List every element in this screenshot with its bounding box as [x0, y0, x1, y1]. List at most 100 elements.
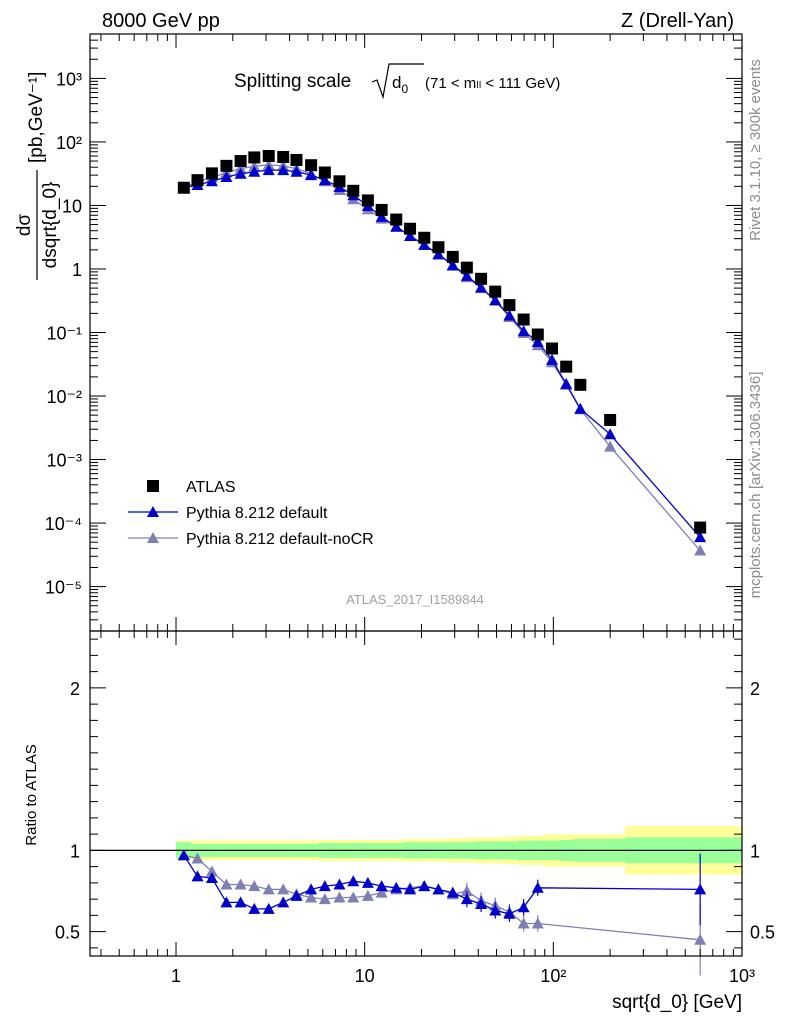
series-point-1	[560, 377, 573, 389]
ratio-point-1	[277, 883, 290, 895]
series-point-1	[531, 335, 544, 347]
atlas-data-point	[347, 184, 360, 197]
y-tick-label: 1	[72, 260, 82, 280]
series-point-1	[489, 294, 502, 306]
ratio-point-1	[191, 852, 204, 864]
legend-label-nocr: Pythia 8.212 default-noCR	[186, 531, 374, 548]
series-point-1	[305, 169, 318, 181]
series-point-1	[517, 325, 530, 337]
y-tick-label: 1	[750, 841, 760, 861]
ratio-point-1	[375, 886, 388, 898]
ratio-point-0	[234, 896, 247, 908]
atlas-data-point	[305, 159, 318, 172]
atlas-data-point	[460, 261, 473, 274]
atlas-data-point	[333, 175, 346, 188]
ratio-line-1	[183, 854, 701, 941]
atlas-data-point	[361, 194, 374, 207]
main-title: Splitting scale d0 (71 < mₗₗ < 111 GeV)	[234, 63, 560, 100]
series-point-1	[694, 531, 707, 543]
atlas-data-point	[574, 378, 587, 391]
main-x-axis	[100, 34, 743, 631]
atlas-data-point	[191, 174, 204, 187]
ratio-point-0	[460, 893, 473, 905]
sqrt-sign-icon	[371, 63, 424, 100]
legend-marker-atlas	[147, 480, 159, 492]
ratio-point-0	[517, 901, 530, 913]
ratio-point-1	[234, 878, 247, 890]
ylabel-unit: [pb,GeV⁻¹]	[26, 72, 47, 163]
ratio-point-0	[277, 896, 290, 908]
legend-label-atlas: ATLAS	[186, 479, 236, 496]
series-point-1	[375, 210, 388, 222]
ratio-point-1	[460, 885, 473, 896]
ratio-point-1	[248, 880, 261, 892]
ratio-point-0	[404, 883, 417, 895]
atlas-data-point	[177, 181, 190, 194]
ratio-point-0	[531, 881, 544, 893]
series-point-1	[418, 238, 431, 250]
atlas-data-point	[404, 222, 417, 235]
ratio-data-layer	[177, 849, 707, 976]
x-tick-label: 10	[355, 966, 375, 986]
ratio-point-1	[694, 933, 707, 945]
series-point-1	[604, 428, 617, 440]
series-point-1	[262, 164, 275, 176]
atlas-data-point	[475, 272, 488, 285]
ratio-point-0	[347, 875, 360, 887]
main-data-layer	[177, 150, 707, 556]
atlas-data-point	[432, 241, 445, 254]
ratio-point-0	[318, 880, 331, 892]
atlas-data-point	[604, 413, 617, 426]
atlas-data-point	[546, 342, 559, 355]
ratio-point-1	[333, 891, 346, 903]
ratio-frame	[89, 630, 743, 957]
y-tick-label: 10⁻²	[46, 387, 82, 407]
ratio-point-0	[333, 878, 346, 890]
ratio-point-0	[290, 889, 303, 901]
series-point-1	[318, 174, 331, 186]
ratio-point-0	[390, 881, 403, 893]
ratio-point-1	[305, 891, 318, 903]
atlas-data-point	[290, 153, 303, 166]
atlas-data-point	[694, 521, 707, 534]
y-tick-label: 10⁻¹	[46, 324, 82, 344]
main-y-label: dσ dsqrt{d_0} [pb,GeV⁻¹]	[14, 72, 61, 280]
main-panel: 10³ 10² 10 1 10⁻¹ 10⁻² 10⁻³ 10⁻⁴ 10⁻⁵ Splitting …	[14, 33, 743, 632]
y-tick-label: 10⁻⁵	[45, 578, 82, 598]
atlas-data-point	[234, 155, 247, 168]
ylabel-denominator: dsqrt{d_0}	[40, 182, 61, 269]
atlas-data-point	[531, 328, 544, 341]
header-right: Z (Drell-Yan)	[621, 10, 734, 32]
ratio-y-axis: 0.5 0.5 1 1 2 2	[55, 638, 775, 949]
ratio-panel: 0.5 0.5 1 1 2 2 1 10 10² 10³ Ratio to ATLAS sqrt…	[23, 630, 775, 1013]
side-label-rivet: Rivet 3.1.10, ≥ 300k events	[747, 59, 764, 241]
series-point-1	[290, 165, 303, 177]
ratio-point-0	[305, 883, 318, 895]
y-tick-label: 10	[62, 196, 82, 216]
atlas-data-point	[418, 231, 431, 244]
series-point-1	[205, 175, 218, 187]
series-point-1	[460, 269, 473, 281]
atlas-data-point	[277, 150, 290, 163]
series-point-1	[475, 281, 488, 293]
atlas-data-point	[220, 159, 233, 172]
ratio-point-1	[318, 893, 331, 905]
ratio-point-0	[418, 880, 431, 892]
series-point-1	[432, 248, 445, 260]
main-title-range: (71 < mₗₗ < 111 GeV)	[425, 75, 560, 92]
x-axis-label: sqrt{d_0} [GeV]	[612, 992, 742, 1013]
atlas-data-point	[503, 299, 516, 312]
y-tick-label: 1	[70, 841, 80, 861]
legend: ATLAS Pythia 8.212 default Pythia 8.212 …	[128, 479, 374, 548]
ratio-point-0	[191, 870, 204, 882]
y-tick-label: 2	[70, 679, 80, 699]
series-point-1	[503, 309, 516, 321]
x-tick-label: 10³	[729, 966, 755, 986]
atlas-data-point	[262, 150, 275, 163]
y-tick-label: 10³	[56, 69, 82, 89]
header-left: 8000 GeV pp	[102, 10, 220, 32]
analysis-watermark: ATLAS_2017_I1589844	[346, 592, 484, 607]
atlas-data-point	[375, 203, 388, 216]
ratio-point-0	[432, 883, 445, 895]
ratio-point-1	[361, 889, 374, 901]
